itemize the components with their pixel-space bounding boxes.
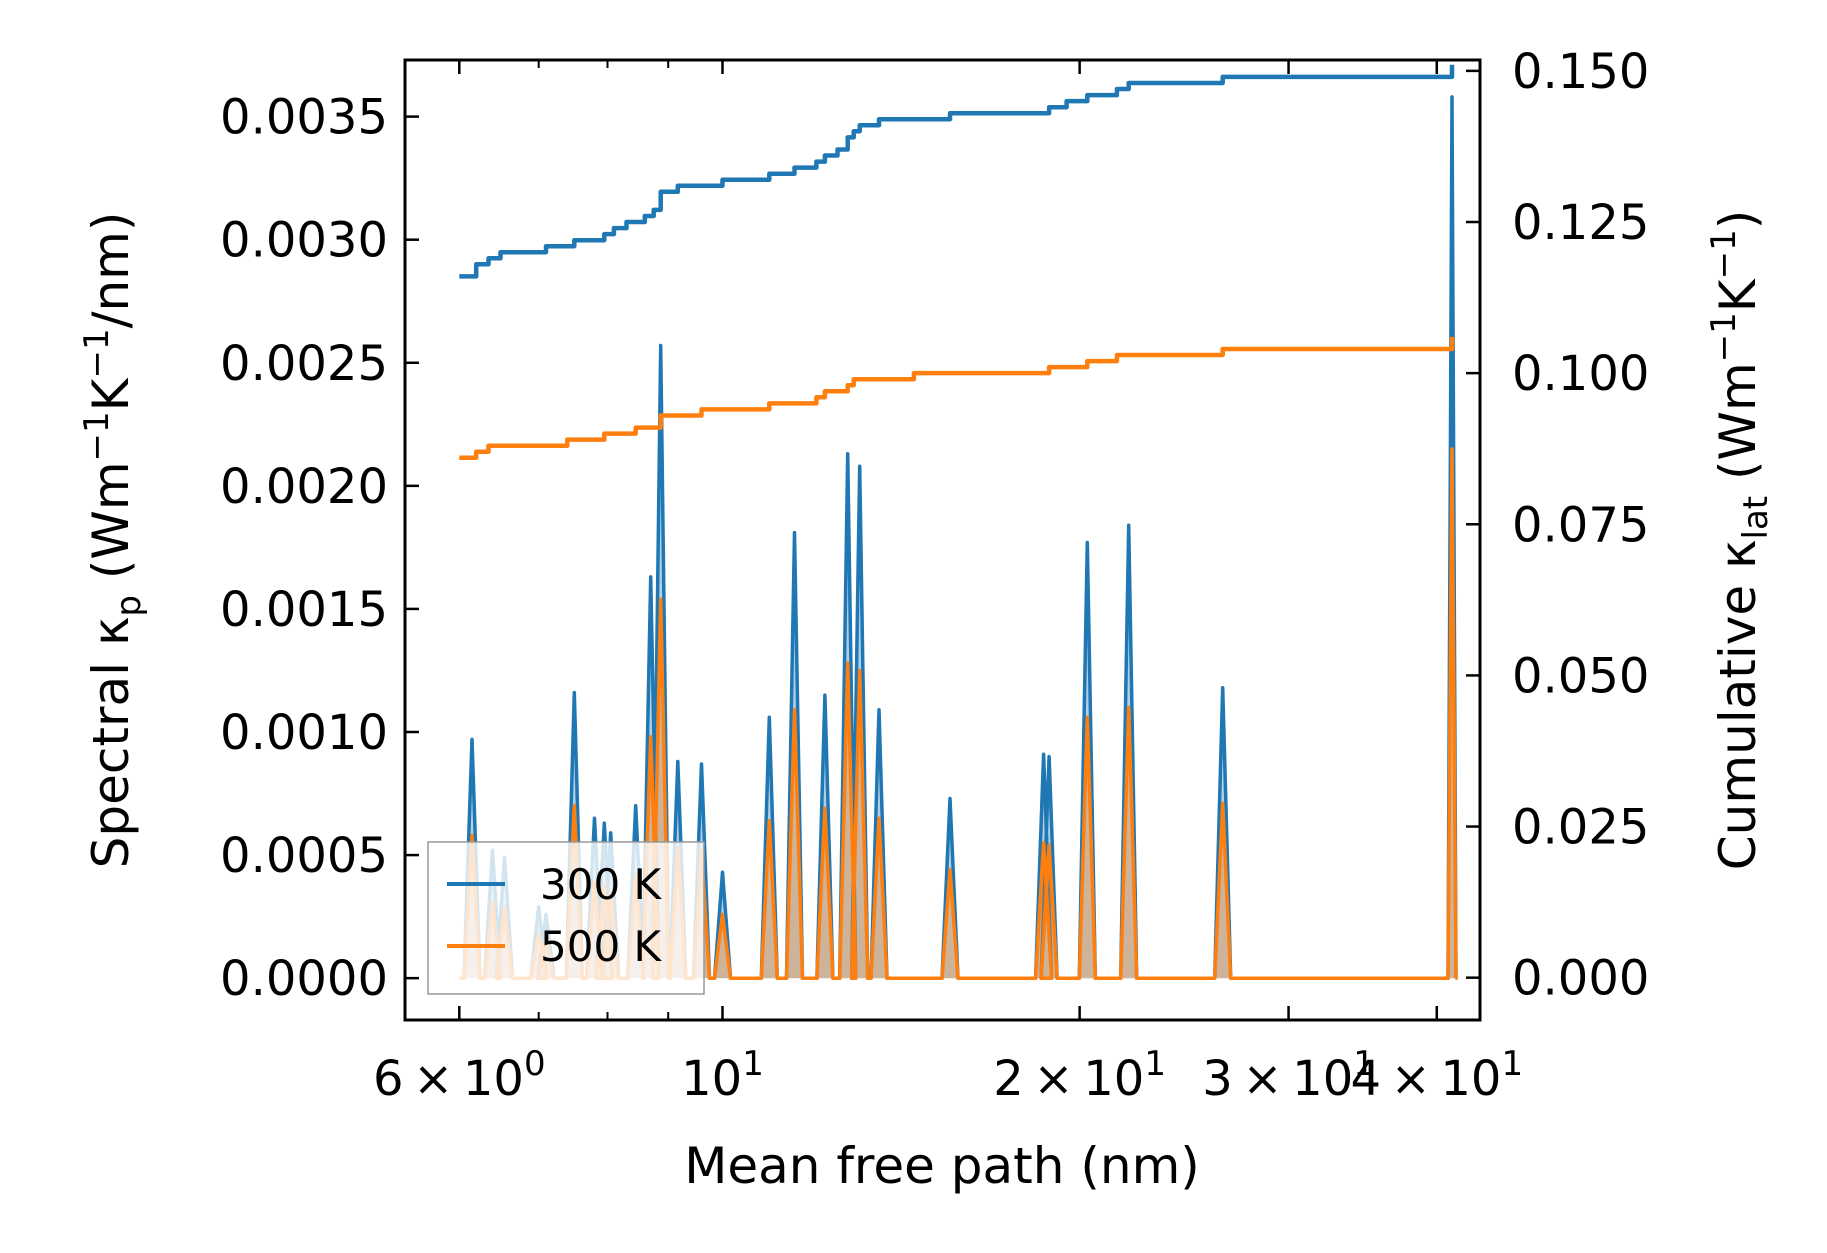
y-left-tick-label: 0.0015 [220, 582, 388, 638]
y-left-tick-label: 0.0020 [220, 459, 388, 515]
x-tick-label: 101 [681, 1044, 764, 1107]
y-left-tick-label: 0.0000 [220, 951, 388, 1007]
y-axis-right-title: Cumulative κlat (Wm−1K−1) [1704, 210, 1776, 870]
y-right-tick-label: 0.075 [1512, 497, 1649, 553]
y-left-tick-label: 0.0005 [220, 828, 388, 884]
legend: 300 K 500 K [427, 841, 705, 995]
x-tick-label: 6 × 100 [373, 1044, 546, 1107]
legend-label-500k: 500 K [540, 922, 663, 971]
y-left-tick-label: 0.0030 [220, 213, 388, 269]
y-right-tick-label: 0.100 [1512, 346, 1649, 402]
y-left-tick-label: 0.0025 [220, 336, 388, 392]
x-tick-label: 3 × 101 [1202, 1044, 1375, 1107]
cumulative-series-layer [459, 64, 1455, 461]
x-tick-label: 4 × 101 [1350, 1044, 1523, 1107]
x-axis-title: Mean free path (nm) [684, 1137, 1200, 1195]
x-tick-label: 2 × 101 [993, 1044, 1166, 1107]
y-axis-right: 0.000 0.025 0.050 0.075 0.100 0.125 0.150 [1466, 44, 1649, 1007]
y-axis-left: 0.0000 0.0005 0.0010 0.0015 0.0020 0.0025 0.00… [220, 90, 419, 1007]
y-right-tick-label: 0.150 [1512, 44, 1649, 100]
y-right-tick-label: 0.050 [1512, 648, 1649, 704]
y-right-tick-label: 0.025 [1512, 800, 1649, 856]
y-right-tick-label: 0.000 [1512, 951, 1649, 1007]
cumulative-line-500k [459, 336, 1455, 461]
plot-frame [403, 58, 1482, 1022]
legend-box [427, 841, 705, 995]
y-left-tick-label: 0.0035 [220, 90, 388, 146]
legend-label-300k: 300 K [540, 860, 663, 909]
y-right-tick-label: 0.125 [1512, 195, 1649, 251]
y-left-tick-label: 0.0010 [220, 705, 388, 761]
cumulative-line-300k [459, 64, 1455, 279]
y-axis-left-title: Spectral κp (Wm−1K−1/nm) [77, 212, 149, 869]
